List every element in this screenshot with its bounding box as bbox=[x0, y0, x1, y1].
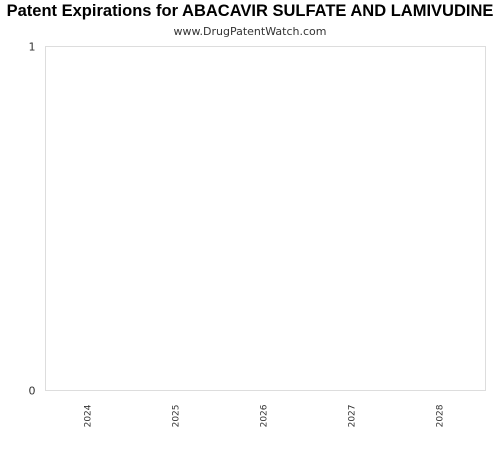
x-axis: 2024 2025 2026 2027 2028 bbox=[84, 404, 446, 427]
x-tick-label-2025: 2025 bbox=[172, 405, 182, 428]
chart-subtitle: www.DrugPatentWatch.com bbox=[173, 25, 327, 38]
plot-area-frame bbox=[45, 46, 486, 391]
chart-title: Patent Expirations for ABACAVIR SULFATE … bbox=[6, 2, 494, 20]
y-axis: 01 bbox=[29, 41, 36, 398]
x-tick-label-2024: 2024 bbox=[84, 404, 94, 427]
x-tick-label-2027: 2027 bbox=[348, 405, 358, 428]
y-tick-label-0: 0 bbox=[29, 385, 36, 398]
x-tick-label-2028: 2028 bbox=[436, 404, 446, 427]
x-tick-label-2026: 2026 bbox=[260, 404, 270, 427]
y-tick-label-1: 1 bbox=[29, 41, 36, 54]
